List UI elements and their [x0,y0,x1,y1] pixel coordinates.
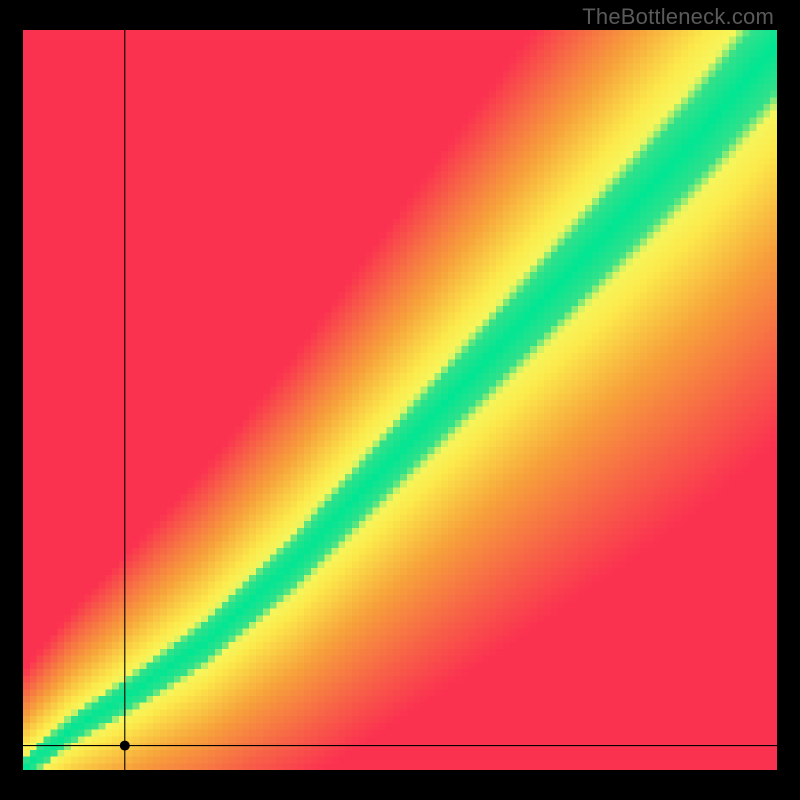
watermark-text: TheBottleneck.com [582,4,774,30]
bottleneck-heatmap [23,30,777,770]
heatmap-canvas [23,30,777,770]
